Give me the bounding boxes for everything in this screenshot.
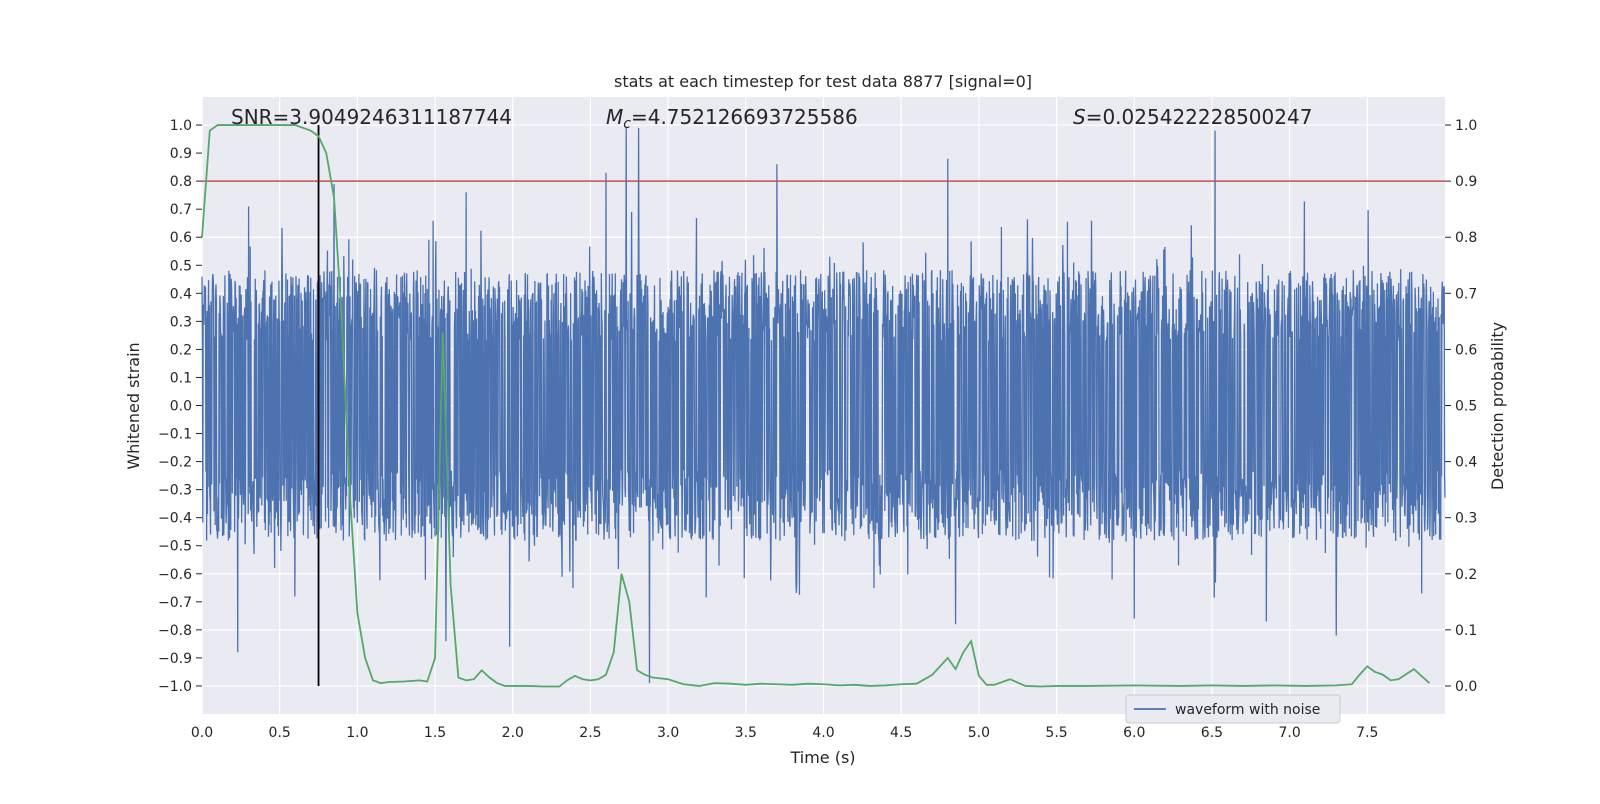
x-tick-label: 4.0 [812, 725, 834, 741]
legend-box [1125, 694, 1341, 724]
y-tick-label-right: 0.9 [1455, 174, 1477, 190]
y-tick-label-left: 0.6 [170, 230, 192, 246]
y-tick-label-right: 0.5 [1455, 399, 1477, 415]
x-tick-label: 3.0 [657, 725, 679, 741]
x-tick-label: 5.0 [968, 725, 990, 741]
x-tick-label: 2.5 [579, 725, 601, 741]
y-tick-label-left: −0.1 [158, 427, 192, 443]
s-symbol: S [1073, 105, 1086, 129]
y-tick-label-left: −0.2 [158, 455, 192, 471]
y-tick-label-right: 1.0 [1455, 118, 1477, 134]
y-tick-label-left: 1.0 [170, 118, 192, 134]
x-tick-label: 0.5 [269, 725, 291, 741]
waveform-line [201, 127, 1446, 684]
x-tick-label: 1.0 [346, 725, 368, 741]
s-annotation: S=0.025422228500247 [1073, 105, 1312, 129]
y-tick-label-right: 0.1 [1455, 623, 1477, 639]
y-tick-label-right: 0.3 [1455, 511, 1477, 527]
y-tick-label-right: 0.6 [1455, 342, 1477, 358]
s-value: =0.025422228500247 [1086, 105, 1313, 129]
detection-probability-series [201, 124, 1431, 688]
detection-probability-line [201, 124, 1431, 688]
x-tick-label: 6.5 [1201, 725, 1223, 741]
x-tick-label: 7.5 [1356, 725, 1378, 741]
y-tick-label-left: 0.9 [170, 146, 192, 162]
axes: 0.0 0.5 1.0 1.5 2.0 2.5 3.0 3.5 4.0 4.5 5.0 5.5 6.0 6… [158, 118, 1477, 741]
x-tick-label: 6.0 [1123, 725, 1145, 741]
y-tick-label-left: −0.9 [158, 651, 192, 667]
y-tick-label-left: −0.5 [158, 539, 192, 555]
y-tick-label-right: 0.4 [1455, 455, 1477, 471]
mc-value: =4.752126693725586 [631, 105, 858, 129]
mc-subscript: c [623, 116, 631, 132]
legend-label-waveform: waveform with noise [1175, 702, 1320, 718]
y-tick-label-right: 0.8 [1455, 230, 1477, 246]
y-tick-label-right: 0.2 [1455, 567, 1477, 583]
x-tick-label: 3.5 [735, 725, 757, 741]
y-tick-label-left: −0.7 [158, 595, 192, 611]
waveform-series [201, 127, 1446, 684]
y-tick-label-left: −0.8 [158, 623, 192, 639]
legend: waveform with noise [1125, 694, 1341, 724]
y-tick-label-left: 0.0 [170, 399, 192, 415]
x-tick-label: 4.5 [890, 725, 912, 741]
y-tick-label-right: 0.7 [1455, 286, 1477, 302]
x-tick-label: 7.0 [1278, 725, 1300, 741]
x-axis-label: Time (s) [789, 748, 855, 767]
y-tick-label-left: 0.2 [170, 342, 192, 358]
y-tick-label-left: −0.4 [158, 511, 192, 527]
y-tick-label-right: 0.0 [1455, 679, 1477, 695]
chart-title: stats at each timestep for test data 887… [614, 72, 1032, 91]
y-tick-label-left: −1.0 [158, 679, 192, 695]
y-tick-label-left: −0.3 [158, 483, 192, 499]
y-axis-label-left: Whitened strain [124, 342, 143, 469]
y-axis-label-right: Detection probability [1488, 322, 1507, 490]
mc-symbol: M [606, 105, 623, 129]
y-tick-label-left: −0.6 [158, 567, 192, 583]
y-tick-label-left: 0.4 [170, 286, 192, 302]
y-tick-label-left: 0.7 [170, 202, 192, 218]
y-tick-label-left: 0.3 [170, 314, 192, 330]
snr-annotation: SNR=3.9049246311187744 [231, 105, 512, 129]
x-tick-label: 2.0 [502, 725, 524, 741]
overlay-layer [202, 125, 1445, 686]
x-tick-label: 0.0 [191, 725, 213, 741]
x-tick-label: 1.5 [424, 725, 446, 741]
mc-annotation: Mc=4.752126693725586 [606, 105, 858, 132]
y-tick-label-left: 0.5 [170, 258, 192, 274]
y-tick-label-left: 0.1 [170, 370, 192, 386]
y-tick-label-left: 0.8 [170, 174, 192, 190]
x-tick-label: 5.5 [1045, 725, 1067, 741]
